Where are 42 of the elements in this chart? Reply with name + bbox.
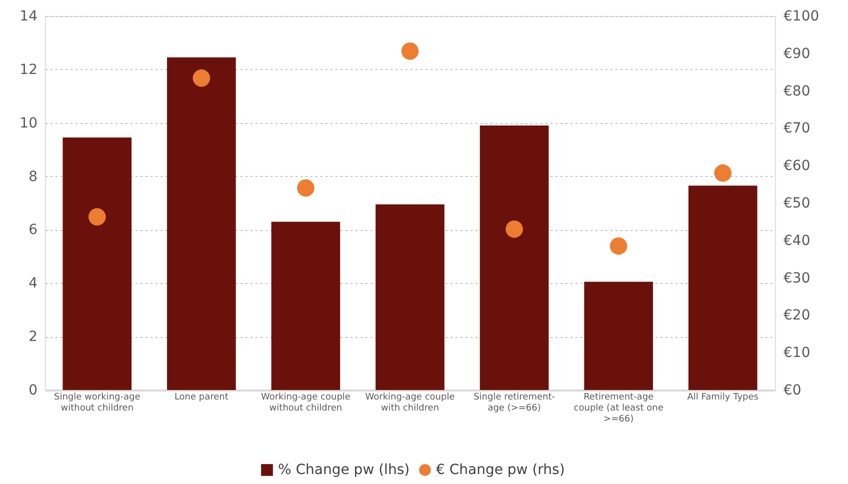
bar <box>480 126 549 390</box>
bar <box>688 186 758 390</box>
y-tick-label: 0 <box>28 382 38 398</box>
y-tick-label: 6 <box>28 222 38 238</box>
y2-tick-label: €40 <box>784 232 810 249</box>
bar <box>271 222 340 390</box>
x-tick-label: Lone parent <box>174 392 229 402</box>
legend-label: € Change pw (rhs) <box>436 462 565 478</box>
y-tick-label: 12 <box>20 62 38 78</box>
y-tick-label: 4 <box>28 276 38 292</box>
point <box>714 164 732 182</box>
y2-tick-label: €70 <box>784 120 810 137</box>
y-tick-label: 2 <box>28 329 38 346</box>
y2-tick-label: €100 <box>784 8 820 24</box>
x-tick-label: Retirement-age couple (at least one >=66) <box>574 392 664 424</box>
y-tick-label: 10 <box>20 115 38 132</box>
y-tick-label: 8 <box>28 168 38 185</box>
y-tick-label: 14 <box>20 8 38 24</box>
y2-tick-label: €30 <box>784 270 810 286</box>
x-tick-label: Working-age couple with children <box>365 392 456 414</box>
y2-tick-label: €20 <box>784 308 810 324</box>
x-tick-label: All Family Types <box>687 392 759 402</box>
y2-tick-label: €0 <box>784 382 802 398</box>
bar <box>167 57 236 390</box>
y2-tick-label: €80 <box>784 83 810 100</box>
x-tick-label: Single working-age without children <box>54 392 141 414</box>
point <box>401 42 419 60</box>
y2-tick-label: €90 <box>784 46 810 62</box>
bar <box>584 282 653 390</box>
x-tick-label: Single retirement-age (>=66) <box>474 392 555 414</box>
point <box>88 208 106 226</box>
y2-tick-label: €10 <box>784 345 810 362</box>
point <box>192 69 210 87</box>
legend-label: % Change pw (lhs) <box>278 462 410 478</box>
y2-tick-label: €60 <box>784 158 810 174</box>
y2-tick-label: €50 <box>784 196 810 212</box>
x-tick-label: Working-age couple without children <box>260 392 351 414</box>
point <box>297 179 314 197</box>
point <box>610 237 628 255</box>
point <box>506 220 523 238</box>
bar <box>376 204 444 390</box>
bar <box>62 138 132 390</box>
